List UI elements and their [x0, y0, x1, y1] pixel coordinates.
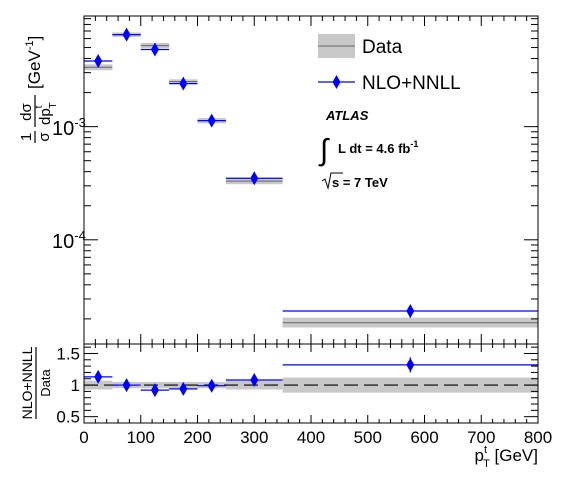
- luminosity-label: L dt = 4.6 fb-1: [338, 139, 418, 156]
- nlo-marker-bin-5: [250, 171, 259, 186]
- y-title-dpt: dpt T: [34, 102, 59, 125]
- nlo-marker-bin-6: [406, 303, 415, 318]
- energy-label: s = 7 TeV: [321, 172, 388, 190]
- ratio-x-ticks: 0 100 200 300 400 500 600 700 800: [79, 344, 552, 447]
- ratio-marker-bin-4: [207, 378, 216, 393]
- legend-marker-diamond: [332, 75, 341, 89]
- main-x-ticks: [83, 16, 539, 344]
- main-panel: 10-3 10-4 1 σ dσ dpt T [GeV-1] Data NLO+N…: [18, 15, 539, 345]
- x-tick-label-400: 400: [297, 428, 325, 447]
- ratio-y-tick-label-0: 0.5: [56, 408, 80, 427]
- x-tick-label-100: 100: [127, 428, 155, 447]
- x-tick-label-800: 800: [524, 428, 552, 447]
- svg-text:s = 7 TeV: s = 7 TeV: [332, 175, 388, 190]
- ratio-marker-bin-5: [250, 373, 259, 388]
- x-tick-label-300: 300: [240, 428, 268, 447]
- y-title-prefix: 1: [18, 133, 35, 141]
- ratio-panel: 0 100 200 300 400 500 600 700 800 0.5 1 1.5 NLO+NN…: [19, 343, 552, 470]
- nlo-marker-bin-1: [122, 27, 131, 42]
- x-tick-label-500: 500: [354, 428, 382, 447]
- y-tick-label-1e-3: 10-3: [52, 115, 86, 140]
- y-tick-label-1e-4: 10-4: [52, 228, 86, 253]
- ratio-y-axis-title: NLO+NNLL Data: [19, 346, 53, 419]
- nlo-nnll-points: [84, 27, 538, 318]
- ratio-y-tick-label-1: 1: [71, 376, 80, 395]
- main-y-ticks: [84, 18, 538, 320]
- ratio-marker-bin-6: [406, 357, 415, 372]
- ratio-y-tick-label-2: 1.5: [56, 344, 80, 363]
- x-tick-label-600: 600: [410, 428, 438, 447]
- integral-sign: ∫: [318, 134, 330, 167]
- ratio-marker-bin-2: [150, 383, 159, 398]
- ratio-y-ticks: 0.5 1 1.5: [56, 344, 538, 427]
- y-axis-title: 1 σ dσ dpt T [GeV-1]: [18, 36, 59, 143]
- legend: Data NLO+NNLL: [318, 34, 461, 94]
- atlas-label: ATLAS: [325, 108, 369, 123]
- ratio-marker-bin-0: [94, 369, 103, 384]
- ratio-y-title-num: NLO+NNLL: [19, 346, 35, 419]
- ratio-marker-bin-3: [179, 381, 188, 396]
- legend-label-data: Data: [362, 37, 403, 58]
- ratio-marker-bin-1: [122, 378, 131, 393]
- ratio-band-bin-0: [84, 380, 113, 390]
- legend-label-nlo-nnll: NLO+NNLL: [362, 73, 461, 94]
- x-tick-label-0: 0: [79, 428, 88, 447]
- y-title-dsigma: dσ: [18, 102, 35, 120]
- ratio-nlo-nnll-points: [84, 357, 538, 398]
- x-tick-label-700: 700: [467, 428, 495, 447]
- ratio-y-title-den: Data: [38, 369, 53, 397]
- nlo-marker-bin-4: [207, 113, 216, 128]
- x-tick-label-200: 200: [183, 428, 211, 447]
- nlo-marker-bin-0: [94, 54, 103, 69]
- x-axis-title: pt T [GeV]: [475, 444, 538, 470]
- y-title-unit: [GeV-1]: [24, 36, 44, 89]
- nlo-marker-bin-2: [150, 42, 159, 57]
- y-title-sigma: σ: [36, 132, 53, 142]
- legend-entry-data: Data: [318, 34, 403, 58]
- legend-entry-nlo-nnll: NLO+NNLL: [318, 73, 461, 94]
- nlo-marker-bin-3: [179, 76, 188, 91]
